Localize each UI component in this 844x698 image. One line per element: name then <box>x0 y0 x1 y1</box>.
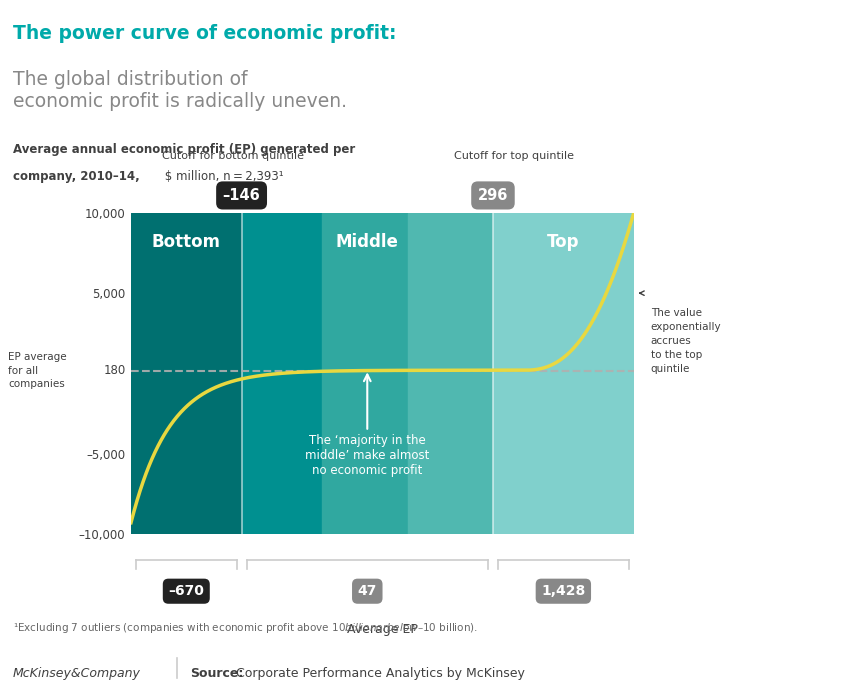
Text: Average EP: Average EP <box>347 623 417 636</box>
Text: 47: 47 <box>357 584 376 598</box>
Text: 180: 180 <box>104 364 126 377</box>
Text: The ‘majority in the
middle’ make almost
no economic profit: The ‘majority in the middle’ make almost… <box>305 375 429 477</box>
Text: Source:: Source: <box>190 667 243 680</box>
Text: $ million, n = 2,393¹: $ million, n = 2,393¹ <box>160 170 283 183</box>
Text: –670: –670 <box>168 584 204 598</box>
Text: Cutoff for top quintile: Cutoff for top quintile <box>453 151 573 161</box>
Bar <box>131 213 241 534</box>
Text: company, 2010–14,: company, 2010–14, <box>13 170 139 183</box>
Text: Middle: Middle <box>335 233 398 251</box>
Text: Average annual economic profit (EP) generated per: Average annual economic profit (EP) gene… <box>13 143 354 156</box>
Bar <box>322 213 407 534</box>
Text: Bottom: Bottom <box>152 233 220 251</box>
Text: The global distribution of
economic profit is radically uneven.: The global distribution of economic prof… <box>13 70 346 111</box>
Text: Corporate Performance Analytics by McKinsey: Corporate Performance Analytics by McKin… <box>232 667 525 680</box>
Text: McKinsey&Company: McKinsey&Company <box>13 667 140 680</box>
Text: Cutoff for bottom quintile: Cutoff for bottom quintile <box>162 151 304 161</box>
Text: 1,428: 1,428 <box>541 584 585 598</box>
Text: The value
exponentially
accrues
to the top
quintile: The value exponentially accrues to the t… <box>650 309 721 374</box>
Bar <box>492 213 633 534</box>
Text: –146: –146 <box>223 188 260 203</box>
Bar <box>241 213 322 534</box>
Text: ¹Excluding 7 outliers (companies with economic profit above $10 billion or below: ¹Excluding 7 outliers (companies with ec… <box>13 621 477 635</box>
Text: EP average
for all
companies: EP average for all companies <box>8 352 67 389</box>
Bar <box>407 213 492 534</box>
Text: The power curve of economic profit:: The power curve of economic profit: <box>13 24 396 43</box>
Text: 296: 296 <box>477 188 507 203</box>
Text: Top: Top <box>546 233 579 251</box>
